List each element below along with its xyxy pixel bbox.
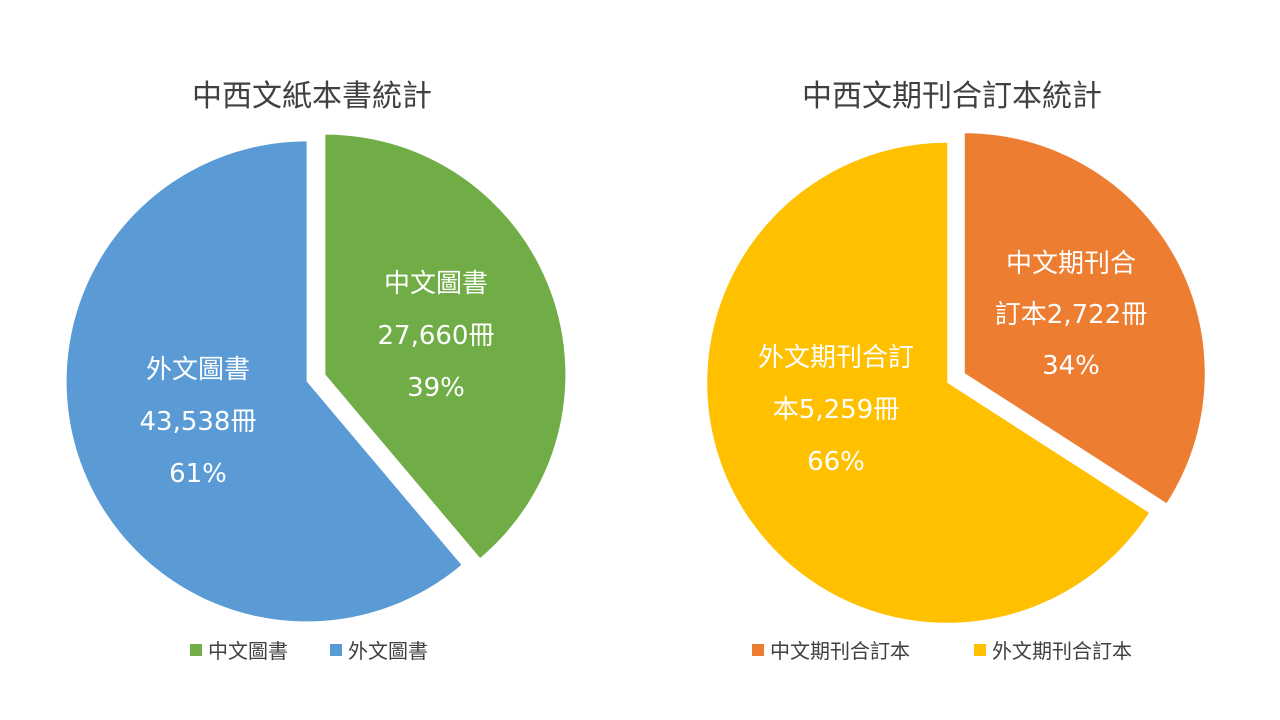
pie-slice-chinese-periodicals[interactable]	[964, 133, 1205, 504]
legend-label-foreign-periodicals: 外文期刊合訂本	[992, 639, 1132, 663]
chart-periodicals: 中西文期刊合訂本統計 中文期刊合 訂本2,722冊 34% 外文期刊合訂 本5,…	[707, 79, 1205, 663]
chart-title-paper-books: 中西文紙本書統計	[192, 79, 432, 114]
slice-label-line: 本5,259冊	[773, 395, 899, 425]
slice-label-chinese-books: 中文圖書 27,660冊 39%	[378, 269, 495, 403]
pie-slice-chinese-books[interactable]	[325, 134, 566, 559]
slice-label-line: 66%	[807, 447, 865, 477]
slice-label-chinese-periodicals: 中文期刊合 訂本2,722冊 34%	[995, 249, 1147, 381]
legend-periodicals: 中文期刊合訂本 外文期刊合訂本	[752, 639, 1132, 663]
legend-swatch-foreign-books	[330, 644, 342, 656]
slice-label-line: 27,660冊	[378, 321, 495, 351]
legend-swatch-chinese-books	[190, 644, 202, 656]
slice-label-line: 外文圖書	[146, 355, 250, 385]
slice-label-line: 訂本2,722冊	[995, 300, 1147, 330]
legend-swatch-chinese-periodicals	[752, 644, 764, 656]
legend-paper-books: 中文圖書 外文圖書	[190, 639, 428, 663]
legend-label-foreign-books: 外文圖書	[348, 639, 428, 663]
slice-label-foreign-periodicals: 外文期刊合訂 本5,259冊 66%	[758, 343, 914, 477]
slice-label-line: 43,538冊	[140, 407, 257, 437]
legend-label-chinese-periodicals: 中文期刊合訂本	[770, 639, 910, 663]
chart-paper-books: 中西文紙本書統計 中文圖書 27,660冊 39% 外文圖書 43,538冊 6…	[66, 79, 566, 663]
slice-label-line: 中文圖書	[384, 269, 488, 299]
slice-label-line: 61%	[169, 459, 227, 489]
legend-swatch-foreign-periodicals	[974, 644, 986, 656]
slice-label-line: 39%	[407, 373, 465, 403]
slice-label-line: 外文期刊合訂	[758, 343, 914, 373]
chart-title-periodicals: 中西文期刊合訂本統計	[802, 79, 1102, 114]
slice-label-line: 34%	[1042, 351, 1100, 381]
legend-label-chinese-books: 中文圖書	[208, 639, 288, 663]
slice-label-line: 中文期刊合	[1006, 249, 1136, 279]
pie-slice-foreign-books[interactable]	[66, 141, 462, 622]
slice-label-foreign-books: 外文圖書 43,538冊 61%	[140, 355, 257, 489]
pie-slice-foreign-periodicals[interactable]	[707, 142, 1149, 623]
